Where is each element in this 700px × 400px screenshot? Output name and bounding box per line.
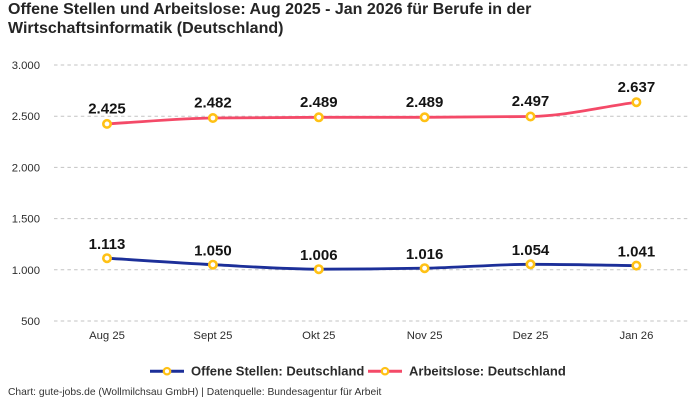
- svg-text:Chart: gute-jobs.de (Wollmilch: Chart: gute-jobs.de (Wollmilchsau GmbH) …: [8, 387, 381, 398]
- svg-text:2.500: 2.500: [12, 111, 40, 123]
- svg-text:1.054: 1.054: [512, 242, 550, 259]
- svg-text:Offene Stellen: Deutschland: Offene Stellen: Deutschland: [191, 364, 364, 379]
- svg-text:2.425: 2.425: [88, 101, 126, 118]
- svg-text:2.482: 2.482: [194, 95, 232, 112]
- svg-text:Okt 25: Okt 25: [302, 330, 335, 342]
- svg-text:2.637: 2.637: [618, 79, 656, 96]
- svg-text:Arbeitslose: Deutschland: Arbeitslose: Deutschland: [409, 364, 566, 379]
- svg-text:Dez 25: Dez 25: [513, 330, 549, 342]
- svg-text:2.489: 2.489: [300, 94, 338, 111]
- svg-text:1.041: 1.041: [618, 243, 656, 260]
- svg-text:1.113: 1.113: [89, 236, 126, 253]
- svg-text:Nov 25: Nov 25: [407, 330, 443, 342]
- svg-text:2.497: 2.497: [512, 93, 550, 110]
- svg-text:1.016: 1.016: [406, 246, 444, 263]
- svg-text:2.000: 2.000: [12, 162, 40, 174]
- svg-text:500: 500: [21, 316, 40, 328]
- svg-text:Jan 26: Jan 26: [619, 330, 653, 342]
- svg-text:Wirtschaftsinformatik (Deutsch: Wirtschaftsinformatik (Deutschland): [8, 20, 283, 37]
- svg-text:Aug 25: Aug 25: [89, 330, 125, 342]
- svg-text:2.489: 2.489: [406, 94, 444, 111]
- svg-text:3.000: 3.000: [12, 60, 40, 72]
- svg-text:1.000: 1.000: [12, 265, 40, 277]
- svg-text:Sept 25: Sept 25: [193, 330, 232, 342]
- svg-text:1.050: 1.050: [194, 242, 232, 259]
- svg-text:Offene Stellen und Arbeitslose: Offene Stellen und Arbeitslose: Aug 2025…: [8, 1, 531, 18]
- svg-text:1.006: 1.006: [300, 247, 338, 264]
- svg-text:1.500: 1.500: [12, 214, 40, 226]
